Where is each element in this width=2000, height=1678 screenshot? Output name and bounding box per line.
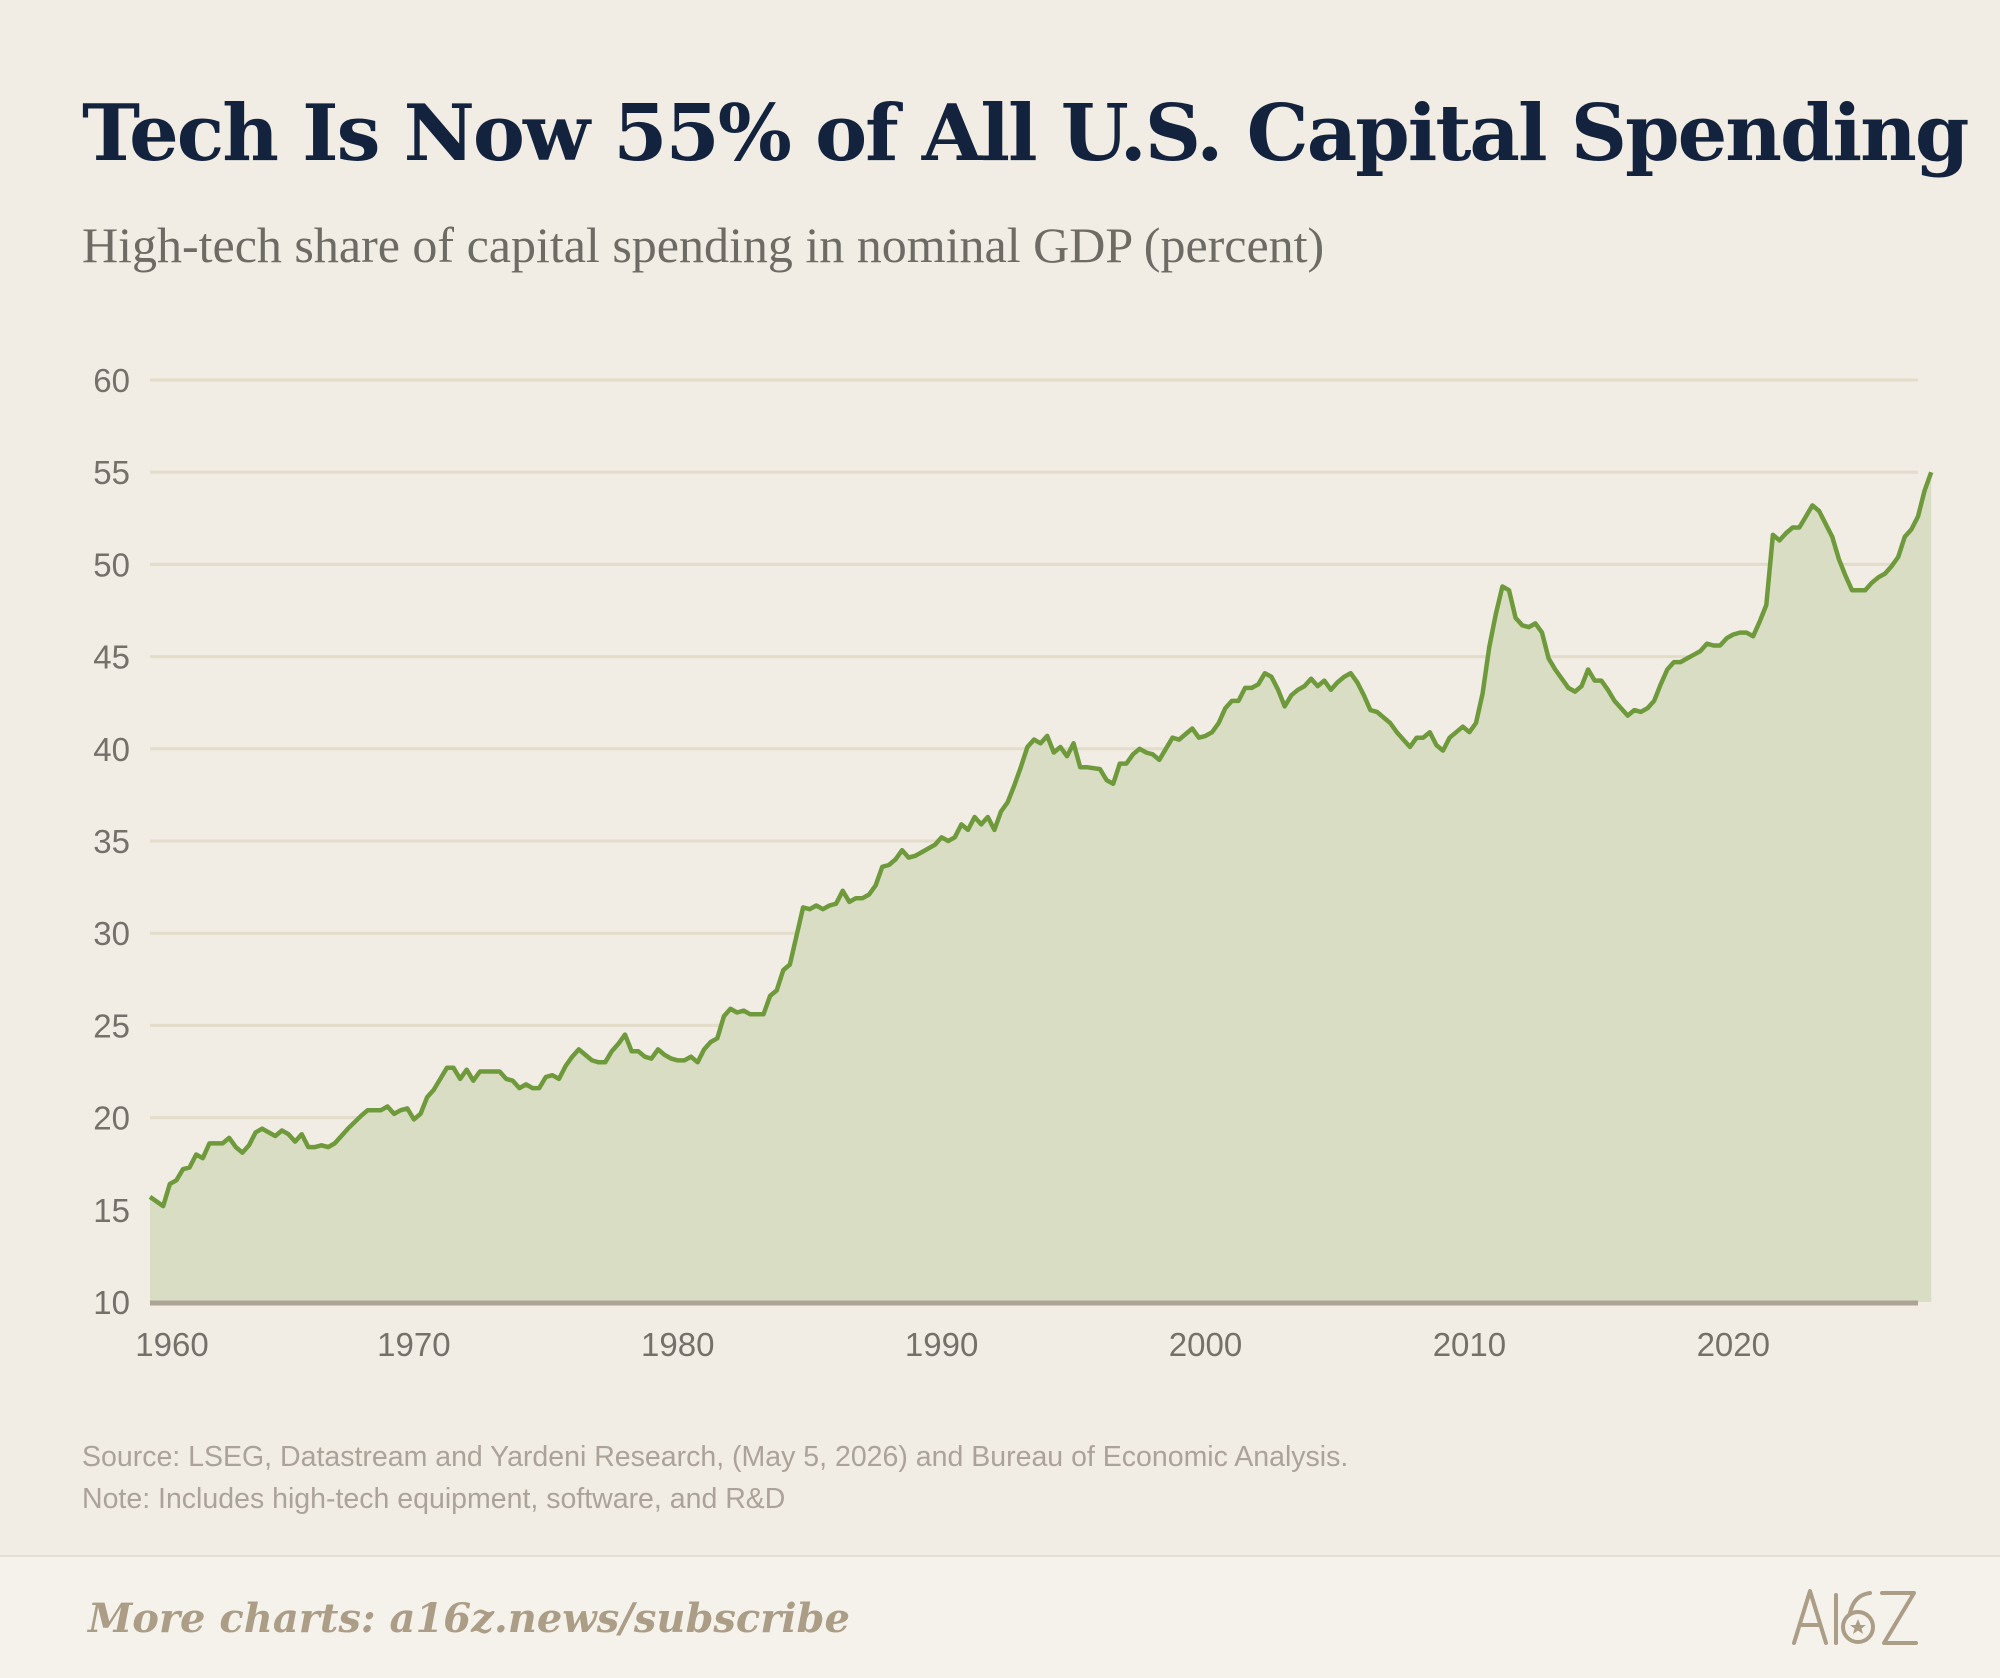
area-chart: 10 15 20 25 30 35 40 45 50 55 60 1960 1970 1980 1990 2… bbox=[93, 362, 1934, 1363]
y-tick-label-30: 30 bbox=[93, 915, 130, 952]
x-tick-label-1990: 1990 bbox=[905, 1326, 978, 1363]
y-tick-label-45: 45 bbox=[93, 639, 130, 676]
footer-bar: More charts: a16z.news/subscribe bbox=[0, 1555, 2000, 1678]
series-area-fill bbox=[150, 472, 1932, 1302]
chart-title: Tech Is Now 55% of All U.S. Capital Spen… bbox=[82, 88, 1969, 179]
x-tick-label-1970: 1970 bbox=[377, 1326, 450, 1363]
y-tick-label-40: 40 bbox=[93, 731, 130, 768]
x-tick-label-2000: 2000 bbox=[1169, 1326, 1242, 1363]
source-line: Source: LSEG, Datastream and Yardeni Res… bbox=[82, 1441, 1349, 1473]
series-line bbox=[148, 471, 1934, 1209]
x-tick-label-2010: 2010 bbox=[1433, 1326, 1506, 1363]
x-tick-label-1980: 1980 bbox=[641, 1326, 714, 1363]
y-tick-label-10: 10 bbox=[93, 1284, 130, 1321]
x-tick-label-2020: 2020 bbox=[1697, 1326, 1770, 1363]
chart-subtitle: High-tech share of capital spending in n… bbox=[82, 217, 1325, 273]
a16z-logo bbox=[1792, 1589, 1918, 1645]
y-tick-label-55: 55 bbox=[93, 454, 130, 491]
y-tick-label-50: 50 bbox=[93, 546, 130, 583]
source-note: Source: LSEG, Datastream and Yardeni Res… bbox=[82, 1436, 1348, 1520]
y-tick-label-25: 25 bbox=[93, 1007, 130, 1044]
note-line: Note: Includes high-tech equipment, soft… bbox=[82, 1483, 786, 1515]
y-tick-label-20: 20 bbox=[93, 1100, 130, 1137]
x-axis-labels: 1960 1970 1980 1990 2000 2010 2020 bbox=[135, 1326, 1770, 1363]
x-tick-label-1960: 1960 bbox=[135, 1326, 208, 1363]
y-tick-label-35: 35 bbox=[93, 823, 130, 860]
y-axis-labels: 10 15 20 25 30 35 40 45 50 55 60 bbox=[93, 362, 130, 1321]
y-tick-label-60: 60 bbox=[93, 362, 130, 399]
subscribe-link[interactable]: More charts: a16z.news/subscribe bbox=[88, 1595, 850, 1642]
y-tick-label-15: 15 bbox=[93, 1192, 130, 1229]
